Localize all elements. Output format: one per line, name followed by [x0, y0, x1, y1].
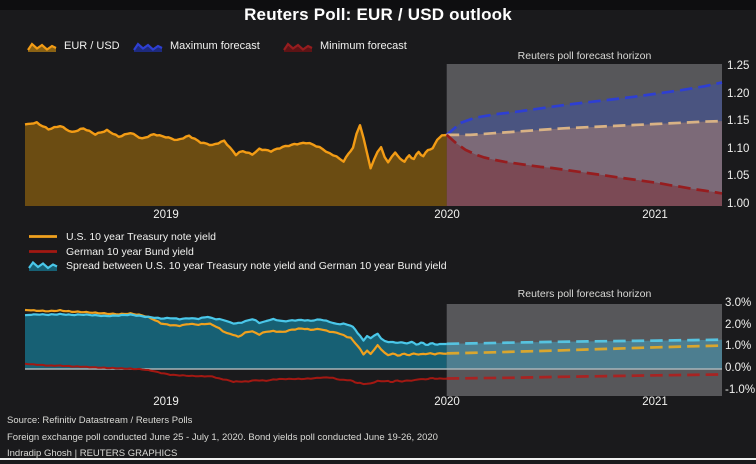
us-yield-line-swatch-icon	[29, 235, 57, 238]
min-forecast-area-swatch-icon	[283, 41, 313, 52]
legend-label-german-yield: German 10 year Bund yield	[66, 245, 194, 258]
legend-label-min-forecast: Minimum forecast	[320, 40, 407, 52]
legend-item-spread: Spread between U.S. 10 year Treasury not…	[28, 258, 447, 273]
eurusd-chart-canvas	[24, 64, 723, 206]
max-median-band	[446, 82, 722, 135]
min-base-band	[446, 134, 722, 206]
min-forecast-line	[445, 133, 723, 195]
legend-label-eurusd: EUR / USD	[64, 40, 120, 52]
legend-label-spread: Spread between U.S. 10 year Treasury not…	[66, 259, 447, 272]
forecast-horizon-label-bottom: Reuters poll forecast horizon	[517, 288, 652, 300]
spread-forecast-line	[446, 338, 723, 346]
legend-item-us-yield: U.S. 10 year Treasury note yield	[28, 229, 216, 244]
median-min-band	[446, 121, 722, 194]
german-yield-line	[24, 362, 447, 386]
y-tick-label-1.15: 1.15	[727, 115, 750, 127]
poll-note-line: Foreign exchange poll conducted June 25 …	[7, 432, 438, 443]
x-tick-label-2021: 2021	[642, 396, 668, 408]
legend-item-german-yield: German 10 year Bund yield	[28, 244, 194, 259]
spread-line	[24, 312, 447, 346]
byline: Indradip Ghosh | REUTERS GRAPHICS	[7, 448, 178, 459]
x-tick-label-2019: 2019	[153, 209, 179, 221]
y-tick-label-2.0%: 2.0%	[725, 319, 752, 331]
y-tick-label-3.0%: 3.0%	[725, 297, 752, 309]
us-yield-forecast-line	[446, 344, 723, 355]
y-tick-label-0.0%: 0.0%	[725, 362, 752, 374]
eurusd-area-swatch-icon	[27, 41, 57, 52]
page-title: Reuters Poll: EUR / USD outlook	[244, 5, 512, 24]
legend-label-us-yield: U.S. 10 year Treasury note yield	[66, 230, 216, 243]
y-tick-label-1.0%: 1.0%	[725, 340, 752, 352]
legend-item-eurusd: EUR / USD	[27, 38, 120, 54]
source-line: Source: Refinitiv Datastream / Reuters P…	[7, 415, 193, 426]
eurusd-line	[24, 121, 447, 170]
x-tick-label-2021: 2021	[642, 209, 668, 221]
y-tick-label-1.10: 1.10	[727, 143, 750, 155]
y-tick-label-1.00: 1.00	[727, 198, 750, 210]
y-tick-label--1.0%: -1.0%	[725, 384, 756, 396]
x-tick-label-2020: 2020	[434, 396, 460, 408]
legend-label-max-forecast: Maximum forecast	[170, 40, 260, 52]
german-yield-forecast-line	[446, 373, 723, 380]
yields-chart-canvas	[24, 304, 723, 396]
eurusd-area	[25, 122, 447, 206]
german-yield-line-swatch-icon	[29, 250, 57, 253]
spread-area	[25, 313, 447, 369]
y-tick-label-1.20: 1.20	[727, 88, 750, 100]
top-band	[0, 0, 756, 10]
median-forecast-line	[446, 119, 723, 137]
x-tick-label-2019: 2019	[153, 396, 179, 408]
us-yield-line	[24, 308, 447, 357]
bottom-rule-divider	[0, 458, 756, 460]
spread-area-swatch-icon	[28, 260, 58, 271]
x-tick-label-2020: 2020	[434, 209, 460, 221]
max-forecast-line	[445, 81, 723, 136]
y-tick-label-1.05: 1.05	[727, 170, 750, 182]
forecast-horizon-label-top: Reuters poll forecast horizon	[517, 50, 652, 62]
y-tick-label-1.25: 1.25	[727, 60, 750, 72]
legend-item-max-forecast: Maximum forecast	[133, 38, 260, 54]
legend-item-min-forecast: Minimum forecast	[283, 38, 407, 54]
max-forecast-area-swatch-icon	[133, 41, 163, 52]
